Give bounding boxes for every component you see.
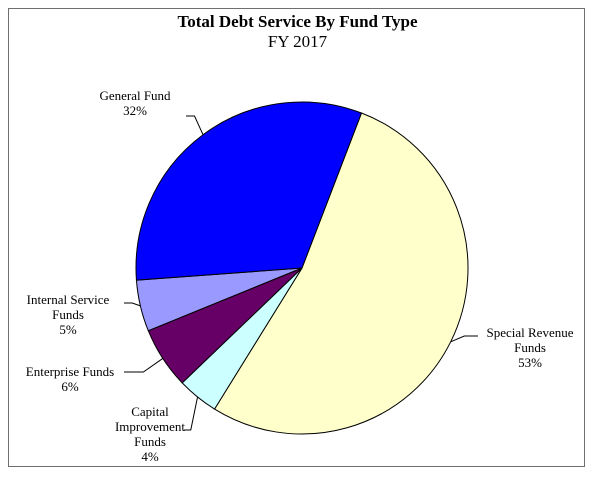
slice-pct-internal: 5% <box>59 322 77 337</box>
slice-name-line1-special-revenue: Special Revenue <box>486 325 574 340</box>
chart-title: Total Debt Service By Fund Type <box>177 12 418 31</box>
slice-name-line1-internal: Internal Service <box>26 292 110 307</box>
slice-label-internal-service-funds: Internal Service Funds 5% <box>12 292 124 337</box>
slice-pct-special-revenue: 53% <box>518 355 542 370</box>
slice-name-line2-capital: Improvement <box>114 419 186 434</box>
slice-pct-capital: 4% <box>141 449 159 464</box>
leader-line-general-fund <box>186 115 204 135</box>
leader-line-internal-service-funds <box>124 302 141 307</box>
slice-name-line1-capital: Capital <box>131 404 169 419</box>
slice-name-line3-capital: Funds <box>134 434 166 449</box>
slice-name-line2-internal: Funds <box>52 307 84 322</box>
slice-name-enterprise: Enterprise Funds <box>25 364 115 379</box>
slice-name-line2-special-revenue: Funds <box>514 340 546 355</box>
slice-pct-general-fund: 32% <box>123 103 147 118</box>
slice-label-special-revenue-funds: Special Revenue Funds 53% <box>475 325 585 370</box>
slice-label-capital-improvement-funds: Capital Improvement Funds 4% <box>100 404 200 464</box>
chart-subtitle: FY 2017 <box>267 32 328 51</box>
slice-label-enterprise-funds: Enterprise Funds 6% <box>14 364 126 394</box>
slice-pct-enterprise: 6% <box>61 379 79 394</box>
slice-name-general-fund: General Fund <box>99 88 171 103</box>
slice-label-general-fund: General Fund 32% <box>70 88 200 118</box>
pie-slice-general-fund <box>135 101 363 281</box>
leader-line-special-revenue-funds <box>450 335 478 343</box>
leader-line-capital-improvement-funds <box>184 396 199 431</box>
leader-line-enterprise-funds <box>124 358 164 373</box>
